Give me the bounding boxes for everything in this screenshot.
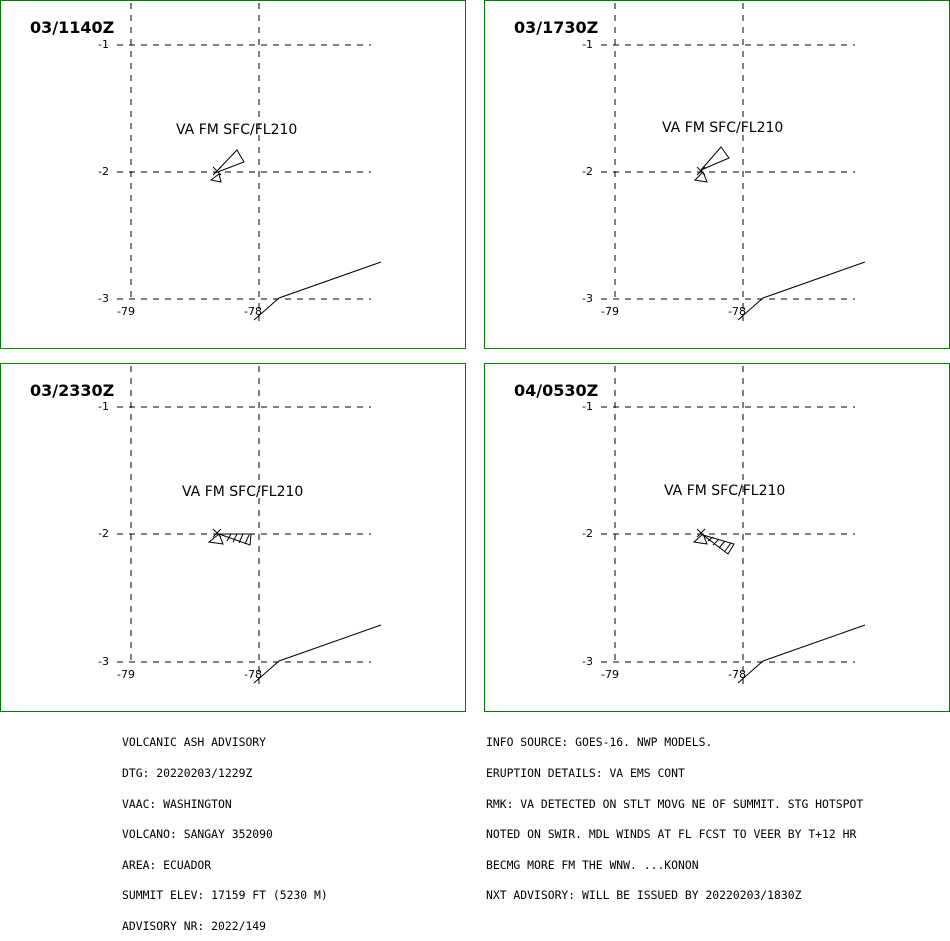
advisory-line: VOLCANIC ASH ADVISORY: [122, 735, 267, 750]
lat-label: -2: [98, 527, 109, 540]
advisory-line: DTG: 20220203/1229Z: [122, 766, 253, 781]
advisory-line: RMK: VA DETECTED ON STLT MOVG NE OF SUMM…: [486, 796, 864, 811]
ash-label: VA FM SFC/FL210: [662, 120, 784, 136]
lat-label: -1: [98, 38, 109, 51]
coastline: [253, 261, 382, 321]
advisory-line: AREA: ECUADOR: [122, 857, 212, 872]
lon-label: -78: [728, 668, 746, 681]
map-graphic: [117, 366, 382, 684]
map-panel-4: 04/0530Z VA FM SFC/FL210 -1 -2 -3 -79 -7…: [484, 363, 950, 712]
lat-label: -3: [98, 655, 109, 668]
map-panel-2: 03/1730Z VA FM SFC/FL210 -1 -2 -3 -79 -7…: [484, 0, 950, 349]
panel-time: 03/2330Z: [30, 381, 115, 400]
lat-label: -2: [98, 165, 109, 178]
ash-cloud: [209, 173, 222, 183]
volcano-marker: [696, 528, 706, 538]
volcano-marker: [212, 166, 222, 176]
coastline: [737, 624, 866, 684]
advisory-line: ADVISORY NR: 2022/149: [122, 919, 267, 934]
panel-time: 03/1140Z: [30, 18, 115, 37]
ash-cloud: [693, 171, 708, 183]
advisory-details-block: INFO SOURCE: GOES-16. NWP MODELS. ERUPTI…: [486, 717, 863, 911]
volcano-marker: [212, 528, 222, 538]
ash-cloud: [692, 533, 708, 545]
lon-label: -79: [601, 668, 619, 681]
lat-label: -3: [98, 292, 109, 305]
lon-label: -79: [601, 305, 619, 318]
lon-label: -79: [117, 668, 135, 681]
ash-cloud: [214, 149, 245, 174]
ash-hatching: [226, 533, 250, 545]
lon-label: -79: [117, 305, 135, 318]
map-graphic: [117, 3, 382, 321]
lat-label: -2: [582, 165, 593, 178]
lon-label: -78: [244, 305, 262, 318]
advisory-line: BECMG MORE FM THE WNW. ...KONON: [486, 857, 699, 872]
ash-cloud: [700, 146, 730, 171]
advisory-header-block: VOLCANIC ASH ADVISORY DTG: 20220203/1229…: [122, 717, 328, 941]
coastline: [737, 261, 866, 321]
lat-label: -2: [582, 527, 593, 540]
volcano-marker: [696, 166, 706, 176]
ash-label: VA FM SFC/FL210: [182, 484, 304, 500]
advisory-line: NOTED ON SWIR. MDL WINDS AT FL FCST TO V…: [486, 827, 857, 842]
panel-time: 04/0530Z: [514, 381, 599, 400]
panel-time: 03/1730Z: [514, 18, 599, 37]
lon-label: -78: [728, 305, 746, 318]
map-graphic: [601, 366, 866, 684]
map-panel-1: 03/1140Z VA FM SFC/FL210 -1 -2 -3 -79 -7…: [0, 0, 466, 349]
advisory-line: VOLCANO: SANGAY 352090: [122, 827, 273, 842]
ash-cloud: [218, 533, 252, 546]
lon-label: -78: [244, 668, 262, 681]
advisory-line: ERUPTION DETAILS: VA EMS CONT: [486, 766, 685, 781]
advisory-line: INFO SOURCE: GOES-16. NWP MODELS.: [486, 735, 713, 750]
lat-label: -3: [582, 655, 593, 668]
lat-label: -1: [98, 400, 109, 413]
ash-label: VA FM SFC/FL210: [176, 122, 298, 138]
map-panel-3: 03/2330Z VA FM SFC/FL210 -1 -2 -3 -79 -7…: [0, 363, 466, 712]
ash-label: VA FM SFC/FL210: [664, 483, 786, 499]
lat-label: -1: [582, 38, 593, 51]
lat-label: -1: [582, 400, 593, 413]
coastline: [253, 624, 382, 684]
advisory-line: SUMMIT ELEV: 17159 FT (5230 M): [122, 888, 328, 903]
ash-cloud: [207, 533, 224, 545]
ash-hatching: [707, 536, 732, 552]
advisory-line: NXT ADVISORY: WILL BE ISSUED BY 20220203…: [486, 888, 802, 903]
advisory-line: VAAC: WASHINGTON: [122, 796, 232, 811]
lat-label: -3: [582, 292, 593, 305]
map-graphic: [601, 3, 866, 321]
